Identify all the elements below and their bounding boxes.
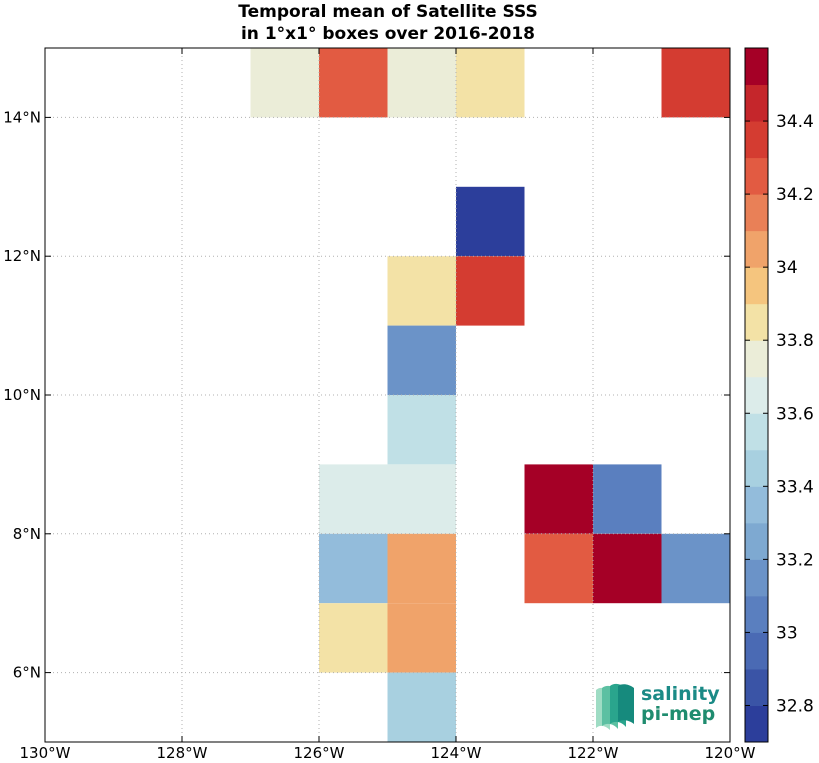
axis-ticks [44,48,731,742]
heatmap-cell [593,533,662,604]
colorbar-tick-label: 32.8 [776,696,814,716]
x-axis-tick-labels: 130°W 128°W 126°W 124°W 122°W 120°W [20,744,756,762]
heatmap-cell [319,533,388,604]
colorbar-bin [745,376,768,414]
colorbar-tick-label: 34.2 [776,185,814,205]
colorbar-bin [745,230,768,268]
y-tick-label: 12°N [3,247,41,265]
heatmap-cell [456,48,525,118]
heatmap-cell [593,464,662,534]
colorbar-bin [745,303,768,341]
colorbar-bin [745,84,768,122]
heatmap-cells [250,48,730,742]
colorbar-bin [745,559,768,597]
title-line-1: Temporal mean of Satellite SSS [238,2,537,22]
colorbar-tick-label: 33 [776,623,798,643]
colorbar-frame [744,47,769,743]
colorbar-bin [745,486,768,524]
colorbar-bin [745,157,768,195]
colorbar-bin [745,632,768,670]
heatmap-cell [524,533,593,604]
x-tick-label: 126°W [294,744,345,762]
heatmap-cell [456,186,525,257]
logo-line-2: pi-mep [641,703,715,725]
colorbar-tick-label: 33.2 [776,550,814,570]
heatmap-cell [387,48,456,118]
colorbar-tick-label: 34 [776,258,798,278]
salinity-pi-mep-logo: salinity pi-mep [596,683,720,730]
x-tick-label: 120°W [705,744,756,762]
heatmap-cell [524,464,593,534]
colorbar-bin [745,595,768,633]
y-tick-label: 8°N [13,525,41,543]
chart-title: Temporal mean of Satellite SSS in 1°x1° … [238,2,537,44]
y-axis-tick-labels: 6°N 8°N 10°N 12°N 14°N [3,108,41,681]
colorbar-tick-label: 33.4 [776,477,814,497]
logo-line-1: salinity [641,683,720,705]
colorbar-bin [745,413,768,451]
colorbar-tick-label: 34.4 [776,112,814,132]
colorbar-bin [745,48,768,86]
heatmap-cell [387,256,456,326]
heatmap-cell [661,48,730,118]
heatmap-cell [387,672,456,742]
heatmap-cell [387,603,456,673]
heatmap-cell [456,256,525,326]
colorbar-tick-label: 33.8 [776,331,814,351]
colorbar-bin [745,194,768,232]
y-tick-label: 6°N [13,664,41,682]
colorbar-bin [745,121,768,159]
x-tick-label: 122°W [568,744,619,762]
heatmap-cell [319,464,388,534]
heatmap-cell [387,325,456,395]
x-tick-label: 130°W [20,744,71,762]
x-tick-label: 124°W [431,744,482,762]
colorbar-bin [745,449,768,487]
title-line-2: in 1°x1° boxes over 2016-2018 [241,24,535,44]
heatmap-cell [319,48,388,118]
colorbar-bin [745,668,768,706]
wave-icon [596,683,634,730]
colorbar-bin [745,267,768,305]
x-tick-label: 128°W [157,744,208,762]
heatmap-cell [387,533,456,604]
heatmap-cell [387,395,456,465]
colorbar-tick-label: 33.6 [776,404,814,424]
heatmap-cell [661,533,730,604]
colorbar-bin [745,705,768,743]
colorbar-bin [745,340,768,378]
y-tick-label: 10°N [3,386,41,404]
heatmap-cell [387,464,456,534]
y-tick-label: 14°N [3,108,41,126]
heatmap-cell [319,603,388,673]
colorbar: 32.8 33 33.2 33.4 33.6 33.8 34 34.2 34.4 [744,47,814,743]
colorbar-bin [745,522,768,560]
heatmap-cell [250,48,319,118]
